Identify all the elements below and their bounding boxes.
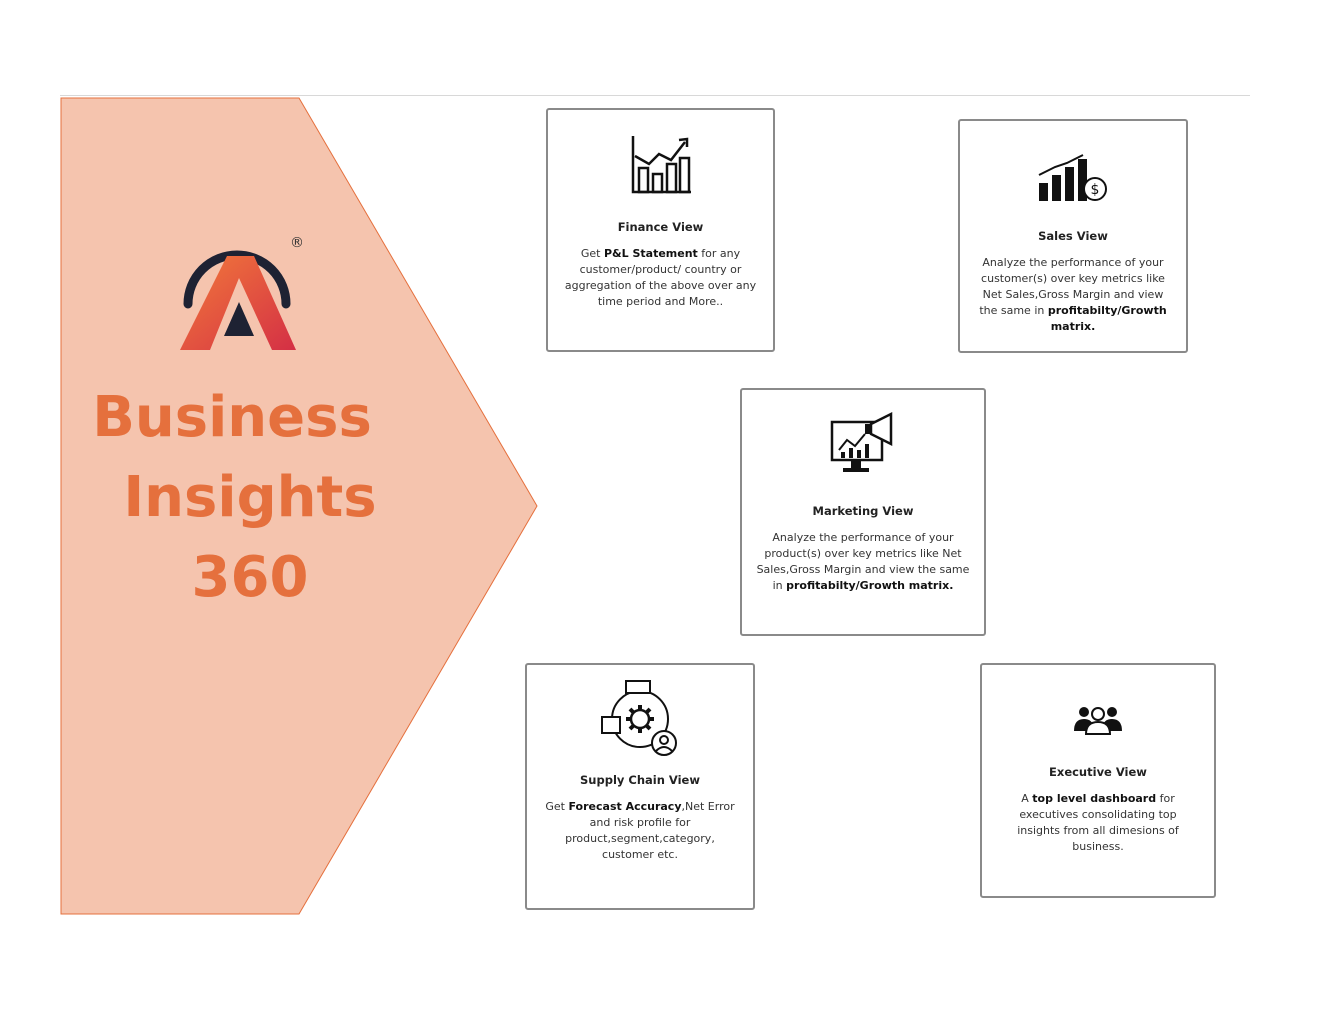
sales-view-card[interactable]: $ Sales View Analyze the performance of …	[958, 119, 1188, 353]
people-group-icon	[1074, 707, 1122, 735]
title-line-3: 360	[191, 545, 309, 610]
sales-view-description: Analyze the performance of your customer…	[979, 256, 1167, 333]
company-logo-icon: ®	[180, 235, 302, 350]
marketing-view-card[interactable]: Marketing View Analyze the performance o…	[740, 388, 986, 636]
executive-view-description: A top level dashboard for executives con…	[1017, 792, 1179, 853]
executive-view-card[interactable]: Executive View A top level dashboard for…	[980, 663, 1216, 898]
brand-title: Business Insights 360	[60, 378, 440, 618]
bar-chart-dollar-icon: $	[1038, 154, 1107, 201]
svg-text:$: $	[1091, 182, 1100, 198]
supply-chain-view-description: Get Forecast Accuracy,Net Error and risk…	[545, 800, 735, 861]
supply-chain-view-card[interactable]: Supply Chain View Get Forecast Accuracy,…	[525, 663, 755, 910]
finance-view-description: Get P&L Statement for any customer/produ…	[564, 247, 757, 308]
supply-chain-view-heading: Supply Chain View	[580, 773, 700, 787]
monitor-megaphone-icon	[830, 411, 893, 472]
supply-chain-gear-icon	[601, 680, 677, 756]
registered-mark: ®	[290, 235, 302, 251]
marketing-view-heading: Marketing View	[812, 504, 914, 518]
marketing-view-description: Analyze the performance of your product(…	[756, 531, 970, 592]
finance-view-card[interactable]: Finance View Get P&L Statement for any c…	[546, 108, 775, 352]
line-chart-icon	[631, 136, 691, 194]
sales-view-heading: Sales View	[1038, 229, 1108, 243]
title-line-1: Business	[92, 385, 372, 450]
brand-chevron-panel	[60, 97, 538, 915]
top-divider	[60, 95, 1250, 96]
executive-view-heading: Executive View	[1049, 765, 1147, 779]
finance-view-heading: Finance View	[617, 220, 704, 234]
title-line-2: Insights	[123, 465, 377, 530]
